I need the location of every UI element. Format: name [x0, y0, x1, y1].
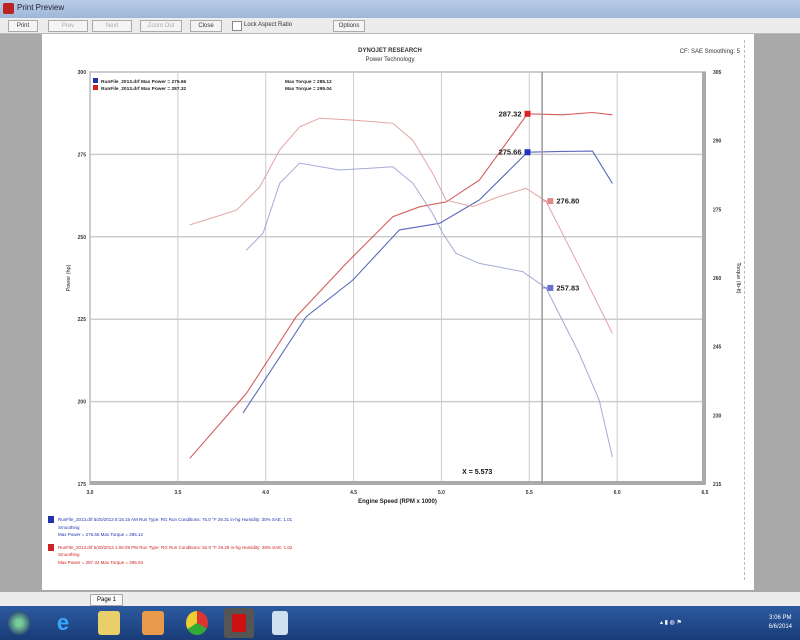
window-title: Print Preview: [17, 3, 65, 12]
y2-axis-bar: [702, 72, 706, 484]
y2-tick-label: 245: [713, 345, 722, 351]
y2-tick-label: 260: [713, 276, 722, 282]
run-info-blue: RunFile_2013.drf 5/20/2013 8:15:15 AM Ru…: [48, 516, 292, 539]
clock-time: 3:06 PM: [769, 615, 792, 621]
data-marker: [524, 110, 531, 117]
x-tick-label: 4.5: [350, 490, 357, 496]
next-button[interactable]: Next: [92, 20, 132, 32]
dynojet-app-icon[interactable]: [224, 608, 254, 638]
y-tick-label: 225: [78, 317, 87, 323]
y2-tick-label: 275: [713, 207, 722, 213]
marker-label: 257.83: [556, 283, 579, 292]
prev-button[interactable]: Prev: [48, 20, 88, 32]
x-tick-label: 3.5: [174, 490, 181, 496]
lock-aspect-label: Lock Aspect Ratio: [244, 22, 293, 28]
blue-swatch: [48, 516, 54, 523]
report-subtitle: Power Technology: [365, 57, 415, 63]
legend-entry: RunFile_2013.drf Max Power = 287.32: [101, 86, 187, 92]
y2-tick-label: 290: [713, 139, 722, 145]
run-info-red: RunFile_2013.drf 5/20/2013 1:06:09 PM Ru…: [48, 543, 293, 567]
legend-entry: RunFile_2013.drf Max Power = 275.66: [101, 79, 187, 85]
legend-torque: Max Torque = 285.12: [285, 79, 332, 85]
y-tick-label: 275: [78, 152, 87, 158]
report-title: DYNOJET RESEARCH: [358, 48, 422, 54]
clock-date: 6/6/2014: [768, 624, 792, 630]
internet-explorer-icon[interactable]: e: [56, 610, 70, 635]
notepad-icon[interactable]: [272, 611, 288, 635]
plot-area: [89, 71, 706, 485]
x-tick-label: 5.5: [526, 490, 533, 496]
legend-swatch: [93, 85, 98, 90]
series-line-torque: [189, 117, 613, 334]
marker-label: 276.80: [556, 197, 579, 206]
cursor-readout: X = 5.573: [462, 469, 492, 476]
clock[interactable]: 3:06 PM 6/6/2014: [769, 614, 792, 632]
series-line-power: [189, 111, 613, 459]
app-icon: [3, 3, 14, 14]
run-info-line: Max Power = 287.32 Max Torque = 295.04: [58, 559, 143, 565]
lock-aspect-checkbox[interactable]: [232, 21, 242, 31]
file-explorer-icon[interactable]: [98, 611, 120, 635]
run-info-line: RunFile_2013.drf 5/20/2013 1:06:09 PM Ru…: [58, 544, 293, 550]
legend-torque: Max Torque = 295.04: [285, 86, 332, 92]
legend-swatch: [93, 78, 98, 83]
taskbar: e ▴ ▮ ◍ ⚑ 3:06 PM 6/6/2014: [0, 606, 800, 640]
cursor-readout-box: [460, 466, 527, 477]
x-axis-bar: [90, 481, 705, 485]
y2-tick-label: 305: [713, 70, 722, 76]
chrome-icon[interactable]: [186, 611, 208, 635]
run-info-line: Smoothing: [58, 552, 80, 557]
page-indicator: Page 1: [90, 594, 124, 606]
series-line-power: [242, 150, 613, 414]
y-tick-label: 175: [78, 482, 87, 488]
y2-tick-label: 215: [713, 482, 722, 488]
marker-label: 275.66: [499, 148, 522, 157]
y-tick-label: 300: [78, 70, 87, 76]
run-info-line: Max Power = 275.66 Max Torque = 285.12: [58, 532, 143, 537]
print-button[interactable]: Print: [8, 20, 38, 32]
run-info-line: Smoothing: [58, 524, 80, 530]
zoom-out-button[interactable]: Zoom Out: [140, 20, 182, 32]
x-tick-label: 3.0: [87, 490, 94, 496]
correction-info: CF: SAE Smoothing: 5: [679, 49, 740, 55]
media-player-icon[interactable]: [142, 611, 164, 635]
title-bar: Print Preview: [0, 0, 800, 18]
x-tick-label: 6.5: [702, 490, 709, 496]
y-axis-label: Power (hp): [66, 264, 72, 291]
marker-label: 287.32: [499, 109, 522, 118]
x-axis-label: Engine Speed (RPM x 1000): [358, 499, 437, 505]
x-tick-label: 4.0: [262, 490, 269, 496]
start-icon[interactable]: [8, 611, 30, 635]
series-line-torque: [246, 162, 613, 458]
y2-axis-label: Torque (lb-ft): [735, 262, 741, 293]
data-marker: [524, 149, 531, 156]
status-bar: Page 1: [0, 592, 800, 606]
options-button[interactable]: Options: [333, 20, 365, 32]
system-tray[interactable]: ▴ ▮ ◍ ⚑: [660, 620, 682, 626]
toolbar: Print Prev Next Zoom Out Close Lock Aspe…: [0, 18, 800, 34]
x-tick-label: 5.0: [438, 490, 445, 496]
run-info-legend: RunFile_2013.drf 5/20/2013 8:15:15 AM Ru…: [48, 516, 292, 566]
page-margin-line: [744, 40, 745, 580]
y2-tick-label: 230: [713, 413, 722, 419]
x-tick-label: 6.0: [614, 490, 621, 496]
red-swatch: [48, 543, 54, 551]
close-button[interactable]: Close: [190, 20, 222, 32]
run-info-line: RunFile_2013.drf 5/20/2013 8:15:15 AM Ru…: [58, 517, 293, 522]
y-tick-label: 250: [78, 235, 87, 241]
y-tick-label: 200: [78, 400, 87, 406]
